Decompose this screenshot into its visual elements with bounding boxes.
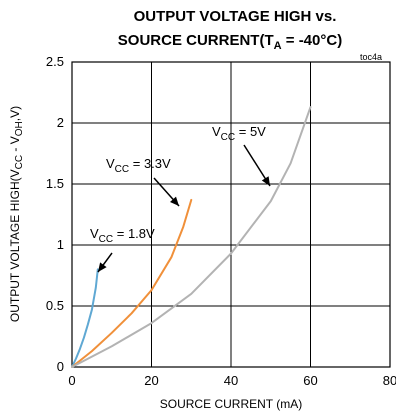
y-axis-label-sub2: OH	[14, 121, 25, 136]
annotation-arrowhead-2	[170, 196, 179, 206]
y-tick-label: 1.5	[46, 176, 64, 191]
y-tick-label: 0.5	[46, 298, 64, 313]
figure-tag: toc4a	[360, 52, 382, 62]
chart-title-line2-sub: A	[274, 40, 282, 52]
y-axis-label-end: ,V)	[8, 106, 22, 121]
y-tick-label: 2	[57, 115, 64, 130]
series-label-2: VCC = 3.3V	[106, 156, 171, 175]
x-tick-label: 0	[68, 373, 75, 388]
y-ticks: 0 0.5 1 1.5 2 2.5	[46, 54, 64, 374]
x-ticks: 0 20 40 60 80	[68, 373, 396, 388]
chart-title-line2-main: SOURCE CURRENT(T	[118, 32, 274, 49]
chart-title-line1: OUTPUT VOLTAGE HIGH vs.	[134, 8, 337, 25]
x-tick-label: 20	[144, 373, 158, 388]
series-label-3: VCC = 5V	[212, 124, 266, 143]
x-tick-label: 40	[224, 373, 238, 388]
chart-title-line2-end: = -40°C)	[282, 32, 343, 49]
x-tick-label: 60	[303, 373, 317, 388]
y-tick-label: 1	[57, 237, 64, 252]
y-axis-label-main: OUTPUT VOLTAGE HIGH(V	[8, 169, 22, 322]
y-tick-label: 0	[57, 359, 64, 374]
annotation-arrowhead-3	[261, 176, 270, 186]
y-axis-label-sub1: CC	[14, 155, 25, 169]
series-line-1	[71, 268, 99, 368]
annotations: VCC = 1.8V VCC = 3.3V VCC = 5V	[90, 124, 271, 273]
series-group	[71, 106, 312, 368]
y-axis-label-mid: - V	[8, 136, 22, 155]
x-axis-label: SOURCE CURRENT (mA)	[160, 397, 302, 411]
series-line-3	[71, 106, 312, 368]
chart-title-line2: SOURCE CURRENT(TA = -40°C)	[118, 32, 342, 52]
x-tick-label: 80	[383, 373, 396, 388]
y-axis-label: OUTPUT VOLTAGE HIGH(VCC - VOH,V)	[8, 106, 25, 322]
grid	[72, 62, 390, 367]
y-tick-label: 2.5	[46, 54, 64, 69]
annotation-arrowhead-1	[98, 262, 107, 272]
series-label-1: VCC = 1.8V	[90, 226, 155, 245]
series-line-2	[71, 198, 193, 368]
